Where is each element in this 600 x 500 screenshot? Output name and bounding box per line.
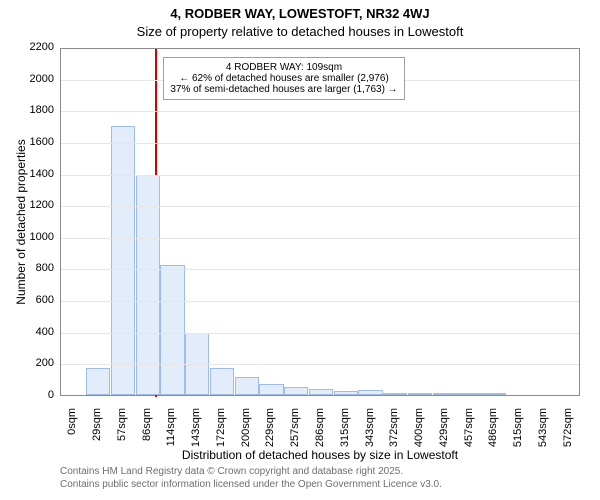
callout-line-1: 4 RODBER WAY: 109sqm xyxy=(170,62,397,73)
gridline xyxy=(61,175,579,176)
histogram-bar xyxy=(433,393,457,395)
callout-box: 4 RODBER WAY: 109sqm ← 62% of detached h… xyxy=(163,57,404,100)
x-tick-label: 372sqm xyxy=(388,408,400,458)
y-tick-label: 1600 xyxy=(22,136,54,148)
y-tick-label: 200 xyxy=(22,357,54,369)
y-tick-label: 1000 xyxy=(22,231,54,243)
histogram-bar xyxy=(86,368,110,395)
callout-line-2: ← 62% of detached houses are smaller (2,… xyxy=(170,73,397,84)
gridline xyxy=(61,301,579,302)
histogram-bar xyxy=(482,393,506,395)
x-tick-label: 315sqm xyxy=(339,408,351,458)
histogram-bar xyxy=(358,390,382,395)
x-tick-label: 29sqm xyxy=(91,408,103,458)
x-tick-label: 515sqm xyxy=(512,408,524,458)
histogram-bar xyxy=(457,393,481,395)
chart-container: { "title_line1": "4, RODBER WAY, LOWESTO… xyxy=(0,0,600,500)
gridline xyxy=(61,238,579,239)
histogram-bar xyxy=(309,389,333,395)
histogram-bar xyxy=(136,175,160,395)
title-line-2: Size of property relative to detached ho… xyxy=(0,24,600,39)
gridline xyxy=(61,364,579,365)
gridline xyxy=(61,111,579,112)
histogram-bar xyxy=(235,377,259,395)
x-tick-label: 286sqm xyxy=(314,408,326,458)
histogram-bar xyxy=(111,126,135,395)
x-tick-label: 200sqm xyxy=(240,408,252,458)
x-tick-label: 114sqm xyxy=(165,408,177,458)
title-line-1: 4, RODBER WAY, LOWESTOFT, NR32 4WJ xyxy=(0,6,600,21)
x-tick-label: 172sqm xyxy=(215,408,227,458)
gridline xyxy=(61,269,579,270)
callout-line-3: 37% of semi-detached houses are larger (… xyxy=(170,84,397,95)
x-tick-label: 429sqm xyxy=(438,408,450,458)
gridline xyxy=(61,333,579,334)
y-tick-label: 400 xyxy=(22,326,54,338)
histogram-bar xyxy=(284,387,308,395)
y-tick-label: 2000 xyxy=(22,73,54,85)
histogram-bar xyxy=(160,265,184,395)
x-tick-label: 86sqm xyxy=(141,408,153,458)
footer-attribution: Contains HM Land Registry data © Crown c… xyxy=(60,466,580,491)
x-tick-label: 57sqm xyxy=(116,408,128,458)
y-tick-label: 1400 xyxy=(22,168,54,180)
histogram-bar xyxy=(210,368,234,395)
histogram-bar xyxy=(259,384,283,395)
histogram-bar xyxy=(334,391,358,395)
x-tick-label: 400sqm xyxy=(413,408,425,458)
x-tick-label: 0sqm xyxy=(66,408,78,458)
footer-line-2: Contains public sector information licen… xyxy=(60,479,580,492)
histogram-bar xyxy=(408,393,432,395)
x-tick-label: 229sqm xyxy=(264,408,276,458)
y-tick-label: 1200 xyxy=(22,199,54,211)
plot-area: 4 RODBER WAY: 109sqm ← 62% of detached h… xyxy=(60,48,580,396)
y-tick-label: 2200 xyxy=(22,41,54,53)
histogram-bar xyxy=(383,393,407,395)
y-tick-label: 1800 xyxy=(22,104,54,116)
x-tick-label: 457sqm xyxy=(463,408,475,458)
x-tick-label: 543sqm xyxy=(537,408,549,458)
gridline xyxy=(61,143,579,144)
y-tick-label: 600 xyxy=(22,294,54,306)
y-axis-label: Number of detached properties xyxy=(14,48,28,396)
y-tick-label: 0 xyxy=(22,389,54,401)
footer-line-1: Contains HM Land Registry data © Crown c… xyxy=(60,466,580,479)
x-tick-label: 572sqm xyxy=(562,408,574,458)
x-tick-label: 343sqm xyxy=(364,408,376,458)
gridline xyxy=(61,206,579,207)
x-tick-label: 486sqm xyxy=(487,408,499,458)
x-tick-label: 257sqm xyxy=(289,408,301,458)
x-tick-label: 143sqm xyxy=(190,408,202,458)
y-tick-label: 800 xyxy=(22,262,54,274)
